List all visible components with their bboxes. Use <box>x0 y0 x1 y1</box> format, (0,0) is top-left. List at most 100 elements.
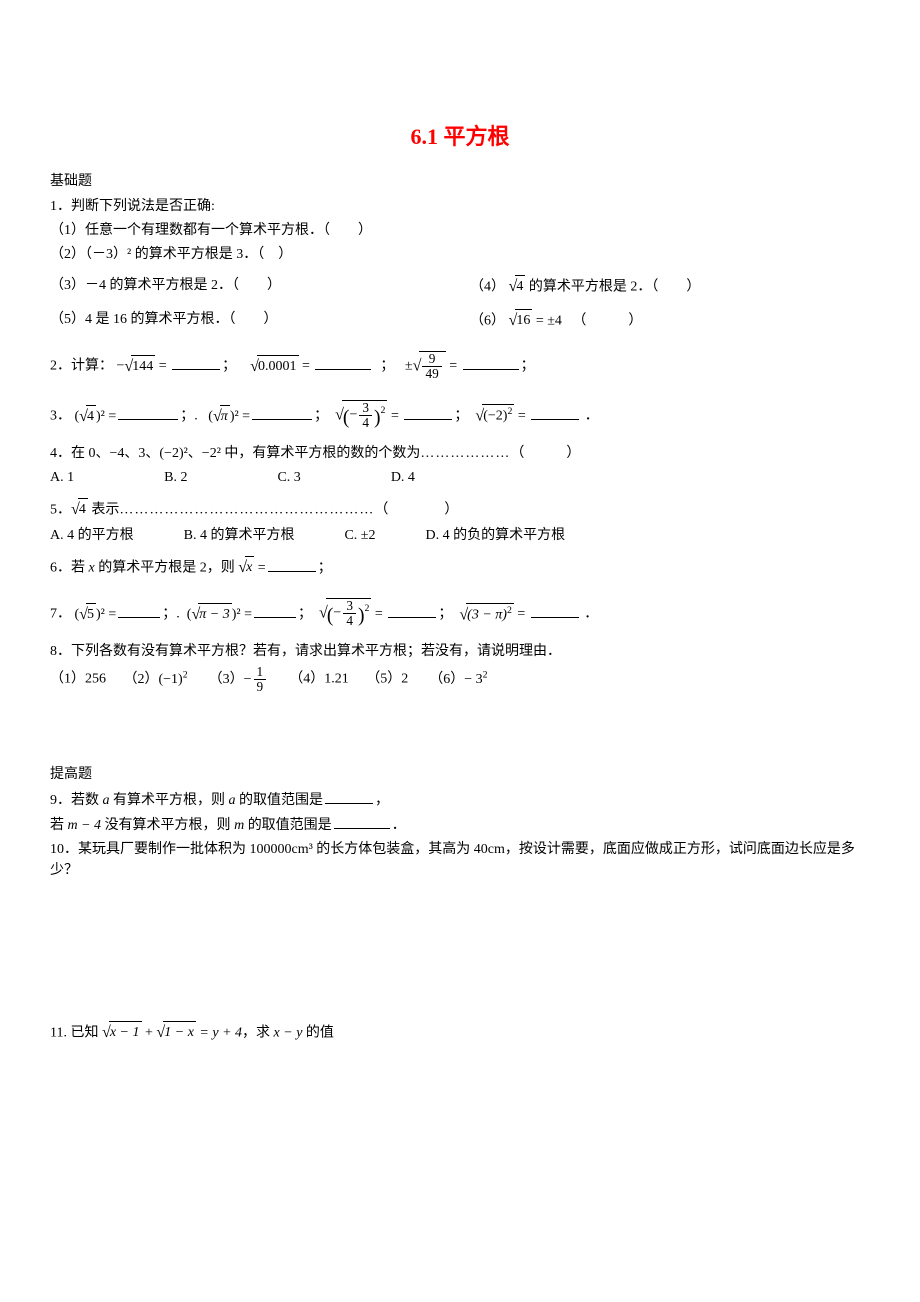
q1-p4: （4） √4 的算术平方根是 2．（ ） <box>470 275 870 299</box>
q1-stem: 1．判断下列说法是否正确: <box>50 196 870 217</box>
q5-label: 5． <box>50 502 71 517</box>
blank <box>315 355 371 370</box>
q6-mid: 的算术平方根是 2，则 <box>95 561 239 576</box>
q8-stem: 8．下列各数有没有算术平方根？若有，请求出算术平方根；若没有，请说明理由． <box>50 641 870 662</box>
q8-p5: （5）2 <box>366 672 408 687</box>
q2-b-sqrt: √0.0001 <box>250 355 298 379</box>
q5-sqrt: √4 <box>71 498 88 522</box>
q1-row-5-6: （5）4 是 16 的算术平方根．（ ） （6） √16 = ±4 （ ） <box>50 309 870 333</box>
q8-p1: （1）256 <box>50 672 106 687</box>
page-title: 6.1 平方根 <box>50 120 870 153</box>
q3a: (√4)² = <box>75 409 117 424</box>
semi: ； <box>380 359 394 374</box>
q2-c-pre: ± <box>405 359 413 374</box>
q4-opt-b: B. 2 <box>164 467 187 488</box>
q5-dots: …………………………………………… <box>119 502 374 517</box>
q1-p4-pre: （4） <box>470 279 505 294</box>
q4: 4．在 0、−4、3、(−2)²、−2² 中，有算术平方根的数的个数为……………… <box>50 443 870 464</box>
q3c: √(−34)2 <box>335 400 387 433</box>
blank <box>118 405 178 420</box>
q6: 6．若 x 的算术平方根是 2，则 √x =； <box>50 556 870 580</box>
q8-parts: （1）256 （2）(−1)2 （3）−19 （4）1.21 （5）2 （6）−… <box>50 665 870 694</box>
q4-text: 4．在 0、−4、3、(−2)²、−2² 中，有算术平方根的数的个数为 <box>50 446 420 461</box>
blank <box>531 405 579 420</box>
q4-dots: ……………… <box>420 446 510 461</box>
q6-sqrt: √x <box>238 556 254 580</box>
sqrt-16: √16 <box>509 309 533 333</box>
q7d: √(3 − π)2 <box>459 603 514 628</box>
q7-label: 7． <box>50 607 71 622</box>
q1-p5: （5）4 是 16 的算术平方根．（ ） <box>50 309 470 333</box>
q1-p6: （6） √16 = ±4 （ ） <box>470 309 870 333</box>
semi: ； <box>222 359 236 374</box>
q7c: √(−34)2 <box>319 598 371 631</box>
q2-a-pre: − <box>117 359 125 374</box>
q9-line2: 若 m − 4 没有算术平方根，则 m 的取值范围是． <box>50 814 870 836</box>
blank <box>388 603 436 618</box>
q8-p6: （6）− 32 <box>429 672 487 687</box>
q8-p4: （4）1.21 <box>289 672 349 687</box>
blank <box>254 603 296 618</box>
section-advanced-label: 提高题 <box>50 764 870 785</box>
q3b: (√π)² = <box>208 409 250 424</box>
q2-tail: ； <box>521 359 535 374</box>
q1-p4-post: 的算术平方根是 2．（ ） <box>529 279 701 294</box>
q1-row-3-4: （3）－4 的算术平方根是 2．（ ） （4） √4 的算术平方根是 2．（ ） <box>50 275 870 299</box>
blank <box>463 355 519 370</box>
q11-label: 11. 已知 <box>50 1026 102 1041</box>
q10: 10．某玩具厂要制作一批体积为 100000cm³ 的长方体包装盒，其高为 40… <box>50 839 870 881</box>
q1-p6-eq: = ±4 <box>536 313 562 328</box>
q4-options: A. 1 B. 2 C. 3 D. 4 <box>50 467 870 488</box>
q2-c-sqrt: √949 <box>413 351 446 382</box>
sqrt-4: √4 <box>509 275 526 299</box>
q3d: √(−2)2 <box>475 404 514 429</box>
q6-pre: 6．若 <box>50 561 89 576</box>
blank <box>172 355 220 370</box>
worksheet-page: 6.1 平方根 基础题 1．判断下列说法是否正确: （1）任意一个有理数都有一个… <box>0 0 920 1108</box>
q4-opt-a: A. 1 <box>50 467 74 488</box>
q5: 5．√4 表示……………………………………………（ ） <box>50 498 870 522</box>
section-basic-label: 基础题 <box>50 171 870 192</box>
q7a: (√5)² = <box>75 607 117 622</box>
q2-b-sep: = <box>299 359 314 374</box>
q8-p3: （3）−19 <box>209 672 269 687</box>
q1-p6-pre: （6） <box>470 313 505 328</box>
q1-p2: （2）（－3）² 的算术平方根是 3．（ ） <box>50 244 870 265</box>
q1-p1: （1）任意一个有理数都有一个算术平方根．（ ） <box>50 220 870 241</box>
q5-options: A. 4 的平方根 B. 4 的算术平方根 C. ±2 D. 4 的负的算术平方… <box>50 525 870 546</box>
q8-p2: （2）(−1)2 <box>124 672 188 687</box>
q1-p6-paren: （ ） <box>565 313 642 328</box>
blank <box>118 603 160 618</box>
q4-opt-c: C. 3 <box>277 467 300 488</box>
q5-opt-c: C. ±2 <box>344 525 375 546</box>
q9-line1: 9．若数 a 有算术平方根，则 a 的取值范围是， <box>50 789 870 811</box>
q4-opt-d: D. 4 <box>391 467 415 488</box>
q7: 7． (√5)² =；. (√π − 3)² =； √(−34)2 = ； √(… <box>50 598 870 631</box>
q1-p3: （3）－4 的算术平方根是 2．（ ） <box>50 275 470 299</box>
blank <box>252 405 312 420</box>
q5-paren: （ ） <box>374 502 458 517</box>
blank <box>404 405 452 420</box>
q6-tail: ； <box>318 561 332 576</box>
q5-text: 表示 <box>88 502 120 517</box>
q5-opt-b: B. 4 的算术平方根 <box>184 525 295 546</box>
q11-r2: √1 − x <box>156 1021 196 1045</box>
q3-label: 3． <box>50 409 71 424</box>
blank <box>268 557 316 572</box>
q7b: (√π − 3)² = <box>187 607 252 622</box>
blank <box>325 789 373 804</box>
blank <box>531 603 579 618</box>
blank <box>334 814 390 829</box>
q4-paren: （ ） <box>510 446 580 461</box>
frac-9-49: 949 <box>422 352 441 381</box>
q2-a-sep: = <box>155 359 170 374</box>
q2-c-sep: = <box>446 359 461 374</box>
q11: 11. 已知 √x − 1 + √1 − x = y + 4，求 x − y 的… <box>50 1021 870 1045</box>
q5-opt-d: D. 4 的负的算术平方根 <box>426 525 566 546</box>
q2-label: 2．计算： <box>50 359 113 374</box>
q3: 3． (√4)² =；. (√π)² =； √(−34)2 = ； √(−2)2… <box>50 400 870 433</box>
q11-r1: √x − 1 <box>102 1021 142 1045</box>
q5-opt-a: A. 4 的平方根 <box>50 525 134 546</box>
q6-eq: = <box>254 561 265 576</box>
q2-a-sqrt: √144 <box>124 355 155 379</box>
